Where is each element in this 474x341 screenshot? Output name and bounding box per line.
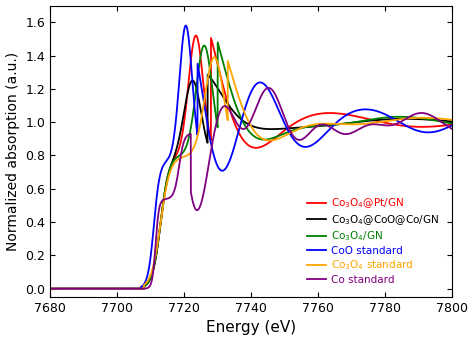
Legend: Co$_3$O$_4$@Pt/GN, Co$_3$O$_4$@CoO@Co/GN, Co$_3$O$_4$/GN, CoO standard, Co$_3$O$: Co$_3$O$_4$@Pt/GN, Co$_3$O$_4$@CoO@Co/GN… (303, 192, 443, 289)
Co$_3$O$_4$@Pt/GN (47, 287, 53, 291)
Co standard (47, 287, 53, 291)
Line: Co$_3$O$_4$@Pt/GN: Co$_3$O$_4$@Pt/GN (50, 35, 453, 289)
CoO standard (399, 121, 404, 125)
Co$_3$O$_4$@CoO@Co/GN (450, 119, 456, 123)
Co$_3$O$_4$@Pt/GN (117, 287, 123, 291)
Co$_3$O$_4$ standard (211, 55, 217, 59)
Co$_3$O$_4$ standard (442, 117, 447, 121)
Co$_3$O$_4$ standard (219, 83, 225, 87)
Co$_3$O$_4$/GN (93, 287, 99, 291)
CoO standard (47, 287, 53, 291)
Co$_3$O$_4$ standard (93, 287, 99, 291)
Co$_3$O$_4$ standard (450, 118, 456, 122)
Co$_3$O$_4$@Pt/GN (193, 33, 199, 38)
Co$_3$O$_4$/GN (399, 115, 404, 119)
Co standard (201, 188, 207, 192)
CoO standard (219, 169, 225, 173)
Co$_3$O$_4$@Pt/GN (201, 92, 207, 97)
Co standard (117, 287, 123, 291)
Co$_3$O$_4$@Pt/GN (93, 287, 99, 291)
Co$_3$O$_4$@Pt/GN (219, 79, 225, 83)
Co$_3$O$_4$@CoO@Co/GN (93, 287, 99, 291)
Co$_3$O$_4$@CoO@Co/GN (442, 119, 447, 123)
Co$_3$O$_4$@CoO@Co/GN (205, 73, 210, 77)
Co$_3$O$_4$/GN (47, 287, 53, 291)
Co$_3$O$_4$/GN (201, 44, 207, 48)
CoO standard (450, 123, 456, 127)
Co$_3$O$_4$ standard (47, 287, 53, 291)
CoO standard (183, 24, 189, 28)
Y-axis label: Normalized absorption (a.u.): Normalized absorption (a.u.) (6, 52, 19, 251)
Co$_3$O$_4$/GN (117, 287, 123, 291)
Co standard (219, 106, 225, 110)
Co standard (442, 122, 447, 126)
Co$_3$O$_4$/GN (219, 56, 225, 60)
Co$_3$O$_4$ standard (117, 287, 123, 291)
Co standard (399, 119, 404, 123)
Co$_3$O$_4$@CoO@Co/GN (399, 117, 404, 121)
Line: Co standard: Co standard (50, 88, 453, 289)
Line: Co$_3$O$_4$ standard: Co$_3$O$_4$ standard (50, 57, 453, 289)
Co$_3$O$_4$@CoO@Co/GN (117, 287, 123, 291)
CoO standard (442, 127, 447, 131)
Line: Co$_3$O$_4$@CoO@Co/GN: Co$_3$O$_4$@CoO@Co/GN (50, 75, 453, 289)
Co standard (450, 127, 456, 131)
X-axis label: Energy (eV): Energy (eV) (206, 321, 296, 336)
Co$_3$O$_4$@CoO@Co/GN (47, 287, 53, 291)
CoO standard (201, 104, 207, 108)
Co$_3$O$_4$@CoO@Co/GN (201, 128, 207, 132)
Co$_3$O$_4$@Pt/GN (399, 123, 404, 128)
Line: CoO standard: CoO standard (50, 26, 453, 289)
Co$_3$O$_4$/GN (442, 120, 447, 124)
CoO standard (117, 287, 123, 291)
Co standard (266, 86, 272, 90)
Co$_3$O$_4$@CoO@Co/GN (219, 93, 225, 97)
Co$_3$O$_4$/GN (215, 40, 220, 44)
Co$_3$O$_4$ standard (201, 98, 207, 102)
Line: Co$_3$O$_4$/GN: Co$_3$O$_4$/GN (50, 42, 453, 289)
Co$_3$O$_4$@Pt/GN (442, 123, 447, 128)
Co standard (93, 287, 99, 291)
Co$_3$O$_4$ standard (399, 117, 404, 121)
Co$_3$O$_4$/GN (450, 121, 456, 125)
Co$_3$O$_4$@Pt/GN (450, 122, 456, 127)
CoO standard (93, 287, 99, 291)
